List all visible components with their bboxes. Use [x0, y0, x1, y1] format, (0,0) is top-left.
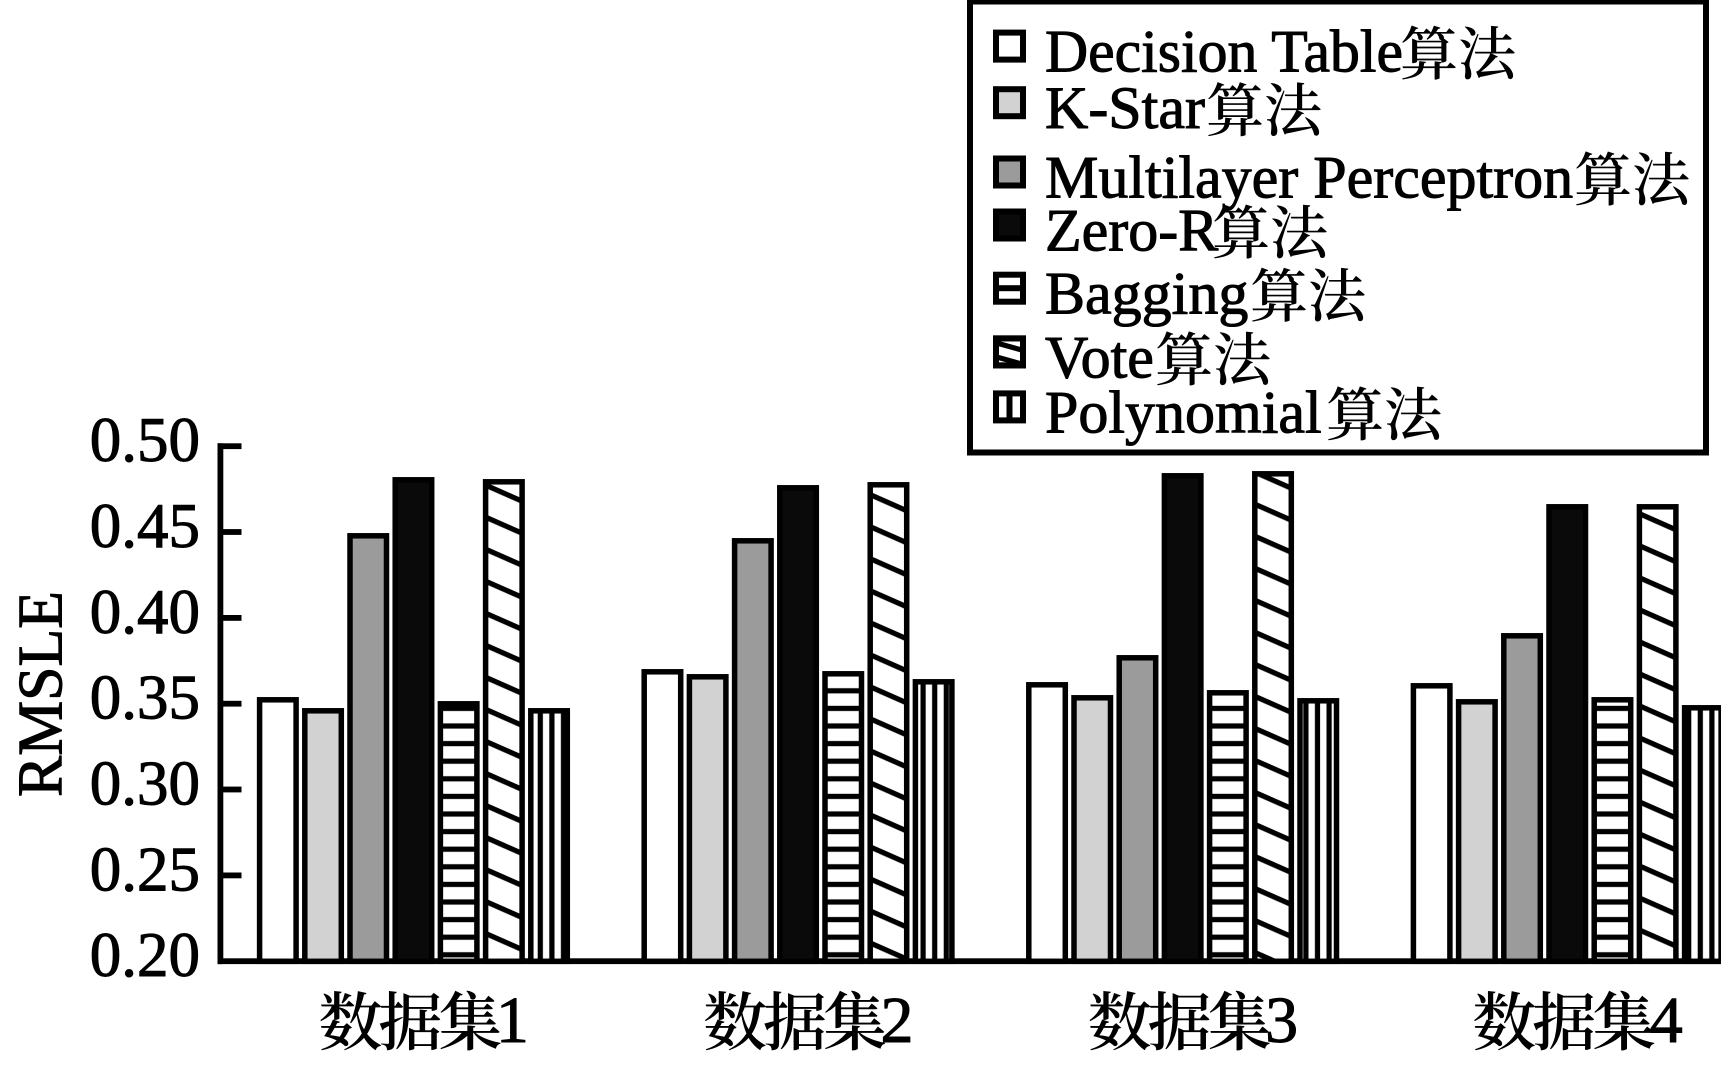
svg-text:K-Star: K-Star [1045, 75, 1205, 141]
svg-text:0.30: 0.30 [90, 749, 200, 819]
svg-text:RMSLE: RMSLE [5, 591, 76, 797]
svg-text:0.40: 0.40 [90, 577, 200, 647]
svg-text:0.25: 0.25 [90, 834, 200, 904]
svg-text:0.50: 0.50 [90, 405, 200, 475]
svg-text:Bagging: Bagging [1045, 261, 1248, 327]
svg-text:1: 1 [496, 984, 529, 1057]
svg-text:Zero-R: Zero-R [1045, 198, 1218, 264]
svg-text:4: 4 [1650, 984, 1683, 1057]
svg-text:Polynomial: Polynomial [1045, 379, 1322, 445]
svg-text:0.45: 0.45 [90, 491, 200, 561]
svg-text:3: 3 [1265, 984, 1298, 1057]
svg-text:2: 2 [881, 984, 914, 1057]
svg-text:0.20: 0.20 [90, 920, 200, 990]
svg-text:0.35: 0.35 [90, 663, 200, 733]
